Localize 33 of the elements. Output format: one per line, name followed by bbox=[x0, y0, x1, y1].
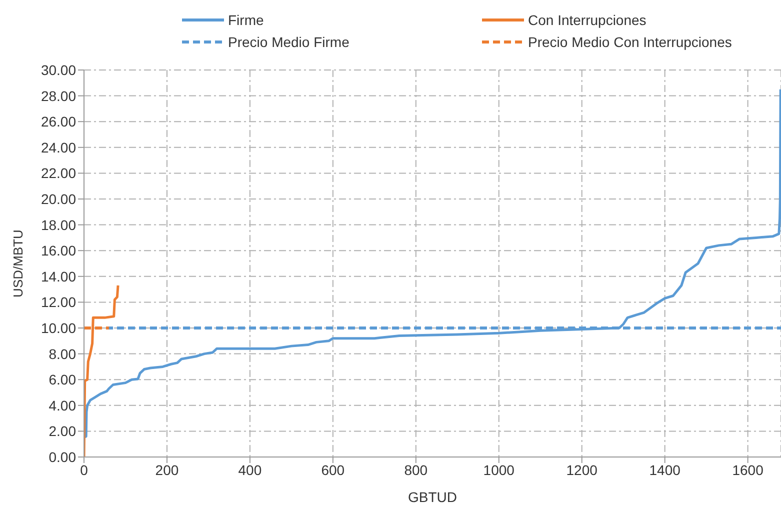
y-tick-label: 6.00 bbox=[48, 372, 76, 388]
x-tick-label: 600 bbox=[321, 462, 345, 478]
legend-label: Firme bbox=[228, 12, 264, 28]
y-axis-title: USD/MBTU bbox=[10, 230, 26, 298]
x-tick-label: 1600 bbox=[732, 462, 764, 478]
x-tick-label: 1000 bbox=[483, 462, 515, 478]
y-tick-label: 16.00 bbox=[40, 242, 76, 259]
y-tick-label: 18.00 bbox=[40, 216, 76, 233]
y-tick-label: 30.00 bbox=[40, 62, 76, 78]
y-tick-label: 4.00 bbox=[48, 397, 76, 414]
legend-label: Con Interrupciones bbox=[528, 12, 646, 28]
line-series bbox=[84, 88, 781, 438]
y-tick-label: 26.00 bbox=[40, 114, 76, 130]
y-tick-label: 24.00 bbox=[40, 139, 76, 156]
x-tick-label: 800 bbox=[404, 462, 428, 478]
legend-label: Precio Medio Con Interrupciones bbox=[528, 34, 732, 50]
y-tick-label: 14.00 bbox=[40, 268, 76, 284]
y-tick-label: 28.00 bbox=[40, 88, 76, 104]
x-tick-label: 400 bbox=[238, 462, 262, 478]
x-tick-label: 1200 bbox=[566, 462, 598, 478]
y-tick-label: 22.00 bbox=[40, 165, 76, 182]
y-tick-label: 10.00 bbox=[40, 320, 76, 336]
legend-label: Precio Medio Firme bbox=[228, 34, 350, 50]
x-axis-title: GBTUD bbox=[408, 489, 457, 505]
y-tick-label: 0.00 bbox=[48, 448, 76, 465]
x-tick-label: 200 bbox=[155, 462, 179, 478]
line-series bbox=[84, 284, 120, 457]
y-tick-label: 12.00 bbox=[40, 294, 76, 310]
x-tick-label: 0 bbox=[80, 462, 88, 478]
y-tick-label: 8.00 bbox=[48, 346, 76, 362]
x-tick-label: 1400 bbox=[649, 462, 681, 478]
y-tick-label: 2.00 bbox=[48, 423, 76, 440]
y-tick-label: 20.00 bbox=[40, 190, 76, 207]
